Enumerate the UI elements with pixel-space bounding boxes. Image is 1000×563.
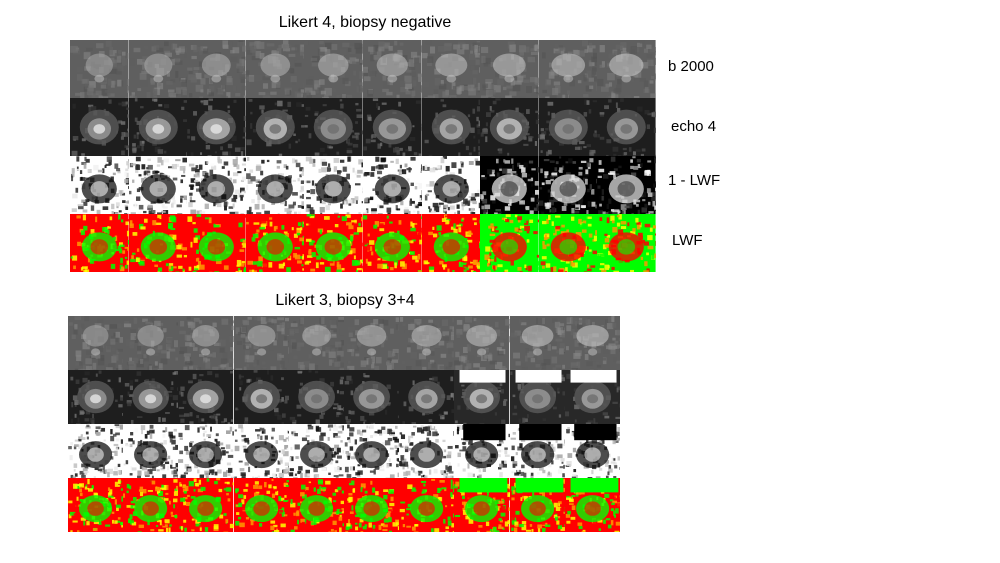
mri-tile-lwf xyxy=(362,214,422,272)
mri-tile-lwf xyxy=(509,478,565,532)
panel1-image-grid xyxy=(70,40,656,272)
mri-tile-one-minus-lwf xyxy=(245,156,305,214)
mri-tile-b2000 xyxy=(480,40,539,98)
mri-tile-echo4 xyxy=(421,98,481,156)
mri-tile-lwf xyxy=(187,214,246,272)
mri-tile-lwf xyxy=(68,478,124,532)
mri-tile-b2000 xyxy=(421,40,481,98)
mri-tile-lwf xyxy=(421,214,481,272)
mri-tile-one-minus-lwf xyxy=(538,156,598,214)
mri-tile-echo4 xyxy=(480,98,539,156)
mri-tile-one-minus-lwf xyxy=(187,156,246,214)
mri-tile-b2000 xyxy=(454,316,510,370)
mri-tile-lwf xyxy=(399,478,455,532)
mri-tile-echo4 xyxy=(128,98,188,156)
mri-tile-b2000 xyxy=(123,316,179,370)
mri-tile-lwf xyxy=(538,214,598,272)
mri-tile-lwf xyxy=(70,214,129,272)
mri-tile-echo4 xyxy=(564,370,620,424)
mri-tile-one-minus-lwf xyxy=(421,156,481,214)
mri-tile-b2000 xyxy=(344,316,400,370)
mri-tile-one-minus-lwf xyxy=(233,424,289,478)
row-label-lwf: LWF xyxy=(672,232,703,249)
mri-tile-one-minus-lwf xyxy=(178,424,234,478)
mri-tile-echo4 xyxy=(70,98,129,156)
mri-tile-b2000 xyxy=(178,316,234,370)
mri-tile-one-minus-lwf xyxy=(399,424,455,478)
mri-tile-echo4 xyxy=(362,98,422,156)
mri-tile-echo4 xyxy=(454,370,510,424)
mri-tile-one-minus-lwf xyxy=(480,156,539,214)
mri-tile-lwf xyxy=(480,214,539,272)
mri-tile-b2000 xyxy=(304,40,363,98)
mri-tile-b2000 xyxy=(68,316,124,370)
mri-tile-lwf xyxy=(128,214,188,272)
mri-tile-lwf xyxy=(233,478,289,532)
mri-tile-echo4 xyxy=(245,98,305,156)
mri-tile-b2000 xyxy=(245,40,305,98)
mri-tile-b2000 xyxy=(362,40,422,98)
mri-tile-b2000 xyxy=(509,316,565,370)
mri-tile-one-minus-lwf xyxy=(344,424,400,478)
row-label-one-minus-lwf: 1 - LWF xyxy=(668,172,721,189)
mri-tile-one-minus-lwf xyxy=(70,156,129,214)
mri-tile-echo4 xyxy=(344,370,400,424)
mri-tile-lwf xyxy=(288,478,344,532)
mri-tile-b2000 xyxy=(70,40,129,98)
mri-tile-one-minus-lwf xyxy=(454,424,510,478)
mri-tile-echo4 xyxy=(538,98,598,156)
mri-tile-one-minus-lwf xyxy=(304,156,363,214)
mri-tile-b2000 xyxy=(564,316,620,370)
mri-tile-b2000 xyxy=(288,316,344,370)
mri-tile-lwf xyxy=(597,214,656,272)
mri-tile-echo4 xyxy=(288,370,344,424)
mri-tile-echo4 xyxy=(399,370,455,424)
mri-tile-b2000 xyxy=(399,316,455,370)
panel2-image-grid xyxy=(68,316,620,532)
mri-tile-echo4 xyxy=(233,370,289,424)
mri-tile-lwf xyxy=(304,214,363,272)
mri-tile-b2000 xyxy=(597,40,656,98)
mri-tile-lwf xyxy=(123,478,179,532)
mri-tile-echo4 xyxy=(304,98,363,156)
mri-tile-b2000 xyxy=(233,316,289,370)
mri-tile-lwf xyxy=(178,478,234,532)
mri-tile-one-minus-lwf xyxy=(288,424,344,478)
mri-tile-one-minus-lwf xyxy=(509,424,565,478)
mri-tile-b2000 xyxy=(187,40,246,98)
mri-tile-echo4 xyxy=(597,98,656,156)
mri-tile-b2000 xyxy=(128,40,188,98)
mri-tile-echo4 xyxy=(509,370,565,424)
mri-tile-one-minus-lwf xyxy=(123,424,179,478)
mri-tile-echo4 xyxy=(123,370,179,424)
mri-tile-one-minus-lwf xyxy=(564,424,620,478)
row-label-b2000: b 2000 xyxy=(668,58,714,75)
panel2-title: Likert 3, biopsy 3+4 xyxy=(275,292,415,309)
panel1-title: Likert 4, biopsy negative xyxy=(278,14,452,31)
mri-tile-one-minus-lwf xyxy=(362,156,422,214)
mri-tile-lwf xyxy=(564,478,620,532)
mri-tile-one-minus-lwf xyxy=(128,156,188,214)
mri-tile-echo4 xyxy=(178,370,234,424)
mri-tile-echo4 xyxy=(68,370,124,424)
mri-tile-echo4 xyxy=(187,98,246,156)
mri-tile-one-minus-lwf xyxy=(68,424,124,478)
mri-tile-lwf xyxy=(344,478,400,532)
mri-tile-one-minus-lwf xyxy=(597,156,656,214)
row-label-echo4: echo 4 xyxy=(671,118,717,135)
mri-tile-lwf xyxy=(245,214,305,272)
mri-tile-lwf xyxy=(454,478,510,532)
mri-tile-b2000 xyxy=(538,40,598,98)
